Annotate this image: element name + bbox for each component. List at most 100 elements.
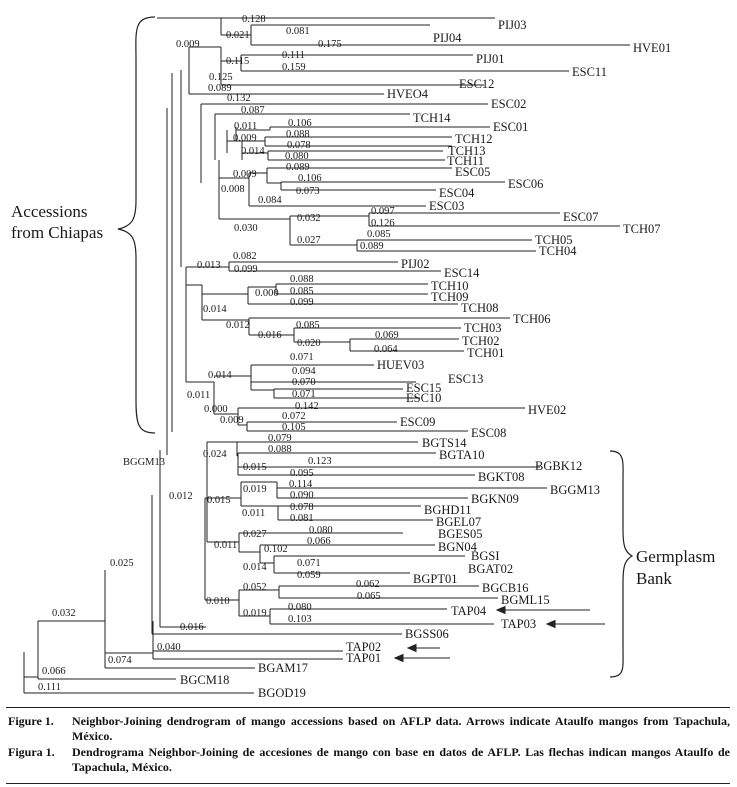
group-label: Germplasm [636, 547, 715, 566]
branch-length-label: 0.175 [318, 39, 342, 50]
branch-length-label: 0.011 [187, 390, 210, 401]
branch-length-label: 0.105 [282, 422, 306, 433]
branch-length-label: 0.027 [297, 235, 321, 246]
accession-label-tap01: TAP01 [346, 651, 381, 665]
accession-label-esc06: ESC06 [508, 177, 543, 191]
accession-label-hve02: HVE02 [528, 403, 566, 417]
accession-label-esc03: ESC03 [429, 199, 464, 213]
arrow-head [545, 619, 556, 629]
branch-length-label: 0.032 [52, 608, 76, 619]
branch-length-label: 0.085 [367, 229, 391, 240]
branch-length-label: 0.015 [207, 495, 231, 506]
accession-label-esc14: ESC14 [444, 266, 480, 280]
branch-length-label: 0.064 [374, 344, 398, 355]
branch-length-label: 0.069 [375, 330, 399, 341]
accession-label-esc13: ESC13 [448, 372, 483, 386]
branch-length-label: 0.014 [241, 146, 265, 157]
branch-length-label: 0.011 [234, 121, 257, 132]
branch-length-label: 0.078 [287, 140, 311, 151]
branch-length-label: 0.010 [206, 596, 230, 607]
accession-label-tch13: TCH13 [448, 144, 486, 158]
branch-length-label: 0.114 [289, 479, 313, 490]
branch-length-label: 0.072 [282, 411, 306, 422]
branch-length-label: 0.059 [297, 570, 321, 581]
branch-length-label: 0.009 [176, 39, 200, 50]
caption-en-text: Neighbor-Joining dendrogram of mango acc… [72, 714, 730, 743]
branch-length-label: 0.099 [290, 297, 314, 308]
accession-label-tch11: TCH11 [447, 154, 484, 168]
branch-length-label: 0.021 [226, 30, 250, 41]
chiapas-brace [117, 16, 156, 434]
branch-length-label: 0.111 [38, 682, 61, 693]
accession-label-bgta10: BGTA10 [439, 448, 485, 462]
germplasm-brace [609, 450, 634, 678]
caption-top-rule [6, 707, 730, 708]
branch-length-label: 0.024 [203, 449, 227, 460]
accession-label-bgss06: BGSS06 [405, 627, 449, 641]
accession-label-tch06: TCH06 [513, 312, 551, 326]
branch-length-label: 0.106 [298, 173, 322, 184]
branch-length-label: 0.065 [357, 591, 381, 602]
accession-label-pij04: PIJ04 [433, 31, 462, 45]
branch-length-label: 0.016 [258, 330, 282, 341]
accession-label-bgml15: BGML15 [501, 593, 550, 607]
branch-length-label: 0.009 [233, 133, 257, 144]
accession-label-tap02: TAP02 [346, 640, 381, 654]
branch-length-label: 0.073 [296, 186, 320, 197]
branch-length-label: 0.012 [226, 320, 250, 331]
accession-label-tch14: TCH14 [413, 111, 451, 125]
accession-label-tch10: TCH10 [431, 279, 469, 293]
branch-length-label: 0.089 [360, 241, 384, 252]
accession-label-tch04: TCH04 [539, 244, 577, 258]
branch-length-label: 0.071 [290, 352, 314, 363]
branch-length-label: 0.088 [286, 129, 310, 140]
branch-length-label: 0.087 [241, 105, 265, 116]
accession-label-bgod19: BGOD19 [258, 686, 306, 700]
accession-label-bgcb16: BGCB16 [482, 581, 529, 595]
branch-length-label: 0.062 [356, 579, 380, 590]
branch-length-label: 0.030 [234, 223, 258, 234]
accession-label-bgn04: BGN04 [438, 540, 478, 554]
branch-length-label: 0.008 [221, 184, 245, 195]
branch-length-label: 0.000 [204, 404, 228, 415]
branch-length-label: 0.085 [290, 286, 314, 297]
caption-en-label: Figure 1. [8, 714, 54, 728]
accession-label-bgpt01: BGPT01 [413, 572, 457, 586]
accession-label-esc15: ESC15 [406, 381, 441, 395]
group-label: from Chiapas [11, 223, 103, 242]
branch-length-label: 0.088 [290, 274, 314, 285]
accession-label-bgel07: BGEL07 [436, 515, 481, 529]
branch-length-label: 0.111 [282, 50, 305, 61]
branch-length-label: 0.020 [297, 338, 321, 349]
branch-length-label: 0.066 [307, 536, 331, 547]
branch-length-label: 0.011 [242, 508, 265, 519]
branch-length-label: 0.159 [282, 62, 306, 73]
branch-length-label: 0.088 [268, 444, 292, 455]
branch-length-label: 0.066 [42, 666, 66, 677]
accession-label-bges05: BGES05 [438, 527, 482, 541]
branch-length-label: 0.009 [233, 169, 257, 180]
accession-label-bggm13: BGGM13 [550, 483, 600, 497]
branch-length-label: 0.089 [208, 83, 232, 94]
branch-length-label: 0.014 [243, 562, 267, 573]
branch-length-label: 0.070 [292, 377, 316, 388]
accession-label-esc04: ESC04 [439, 186, 475, 200]
accession-label-pij01: PIJ01 [476, 52, 504, 66]
branch-length-label: 0.080 [288, 602, 312, 613]
figure-caption: Figure 1. Neighbor-Joining dendrogram of… [8, 714, 730, 776]
branch-length-label: 0.081 [286, 26, 310, 37]
accession-label-esc10: ESC10 [406, 391, 441, 405]
accession-label-hveo4: HVEO4 [387, 87, 429, 101]
branch-length-label: 0.013 [197, 260, 221, 271]
accession-label-tch12: TCH12 [455, 132, 493, 146]
branch-length-label: 0.000 [255, 288, 279, 299]
branch-length-label: 0.019 [243, 608, 267, 619]
branch-length-label: 0.102 [264, 544, 288, 555]
branch-length-label: 0.095 [290, 468, 314, 479]
branch-length-label: 0.128 [242, 14, 266, 25]
branch-length-label: 0.097 [371, 206, 395, 217]
branch-length-label: 0.125 [209, 72, 233, 83]
branch-length-label: 0.084 [258, 195, 282, 206]
accession-label-huev03: HUEV03 [377, 358, 424, 372]
